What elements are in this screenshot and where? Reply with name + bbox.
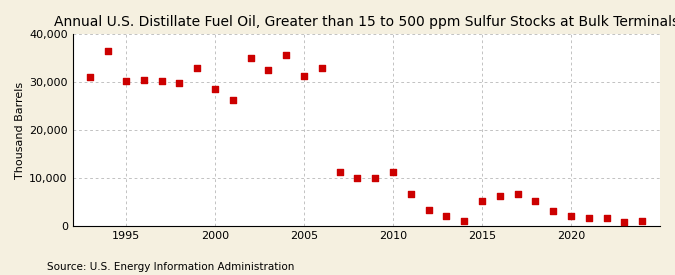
- Point: [298, 73, 309, 78]
- Text: Source: U.S. Energy Information Administration: Source: U.S. Energy Information Administ…: [47, 262, 294, 272]
- Point: [601, 216, 612, 221]
- Point: [281, 53, 292, 57]
- Point: [317, 66, 327, 70]
- Point: [477, 199, 487, 204]
- Point: [245, 56, 256, 60]
- Point: [227, 98, 238, 102]
- Point: [174, 81, 185, 85]
- Point: [494, 194, 505, 198]
- Point: [566, 214, 576, 218]
- Point: [459, 218, 470, 223]
- Point: [263, 68, 274, 72]
- Point: [548, 209, 559, 213]
- Point: [352, 176, 363, 181]
- Point: [512, 192, 523, 196]
- Point: [619, 219, 630, 224]
- Title: Annual U.S. Distillate Fuel Oil, Greater than 15 to 500 ppm Sulfur Stocks at Bul: Annual U.S. Distillate Fuel Oil, Greater…: [54, 15, 675, 29]
- Point: [583, 216, 594, 221]
- Point: [121, 79, 132, 84]
- Y-axis label: Thousand Barrels: Thousand Barrels: [15, 82, 25, 179]
- Point: [85, 75, 96, 80]
- Point: [192, 66, 202, 70]
- Point: [637, 218, 647, 223]
- Point: [423, 208, 434, 212]
- Point: [406, 192, 416, 196]
- Point: [387, 170, 398, 174]
- Point: [441, 214, 452, 218]
- Point: [138, 78, 149, 82]
- Point: [370, 176, 381, 181]
- Point: [334, 170, 345, 174]
- Point: [210, 87, 221, 92]
- Point: [156, 79, 167, 84]
- Point: [103, 49, 113, 53]
- Point: [530, 199, 541, 204]
